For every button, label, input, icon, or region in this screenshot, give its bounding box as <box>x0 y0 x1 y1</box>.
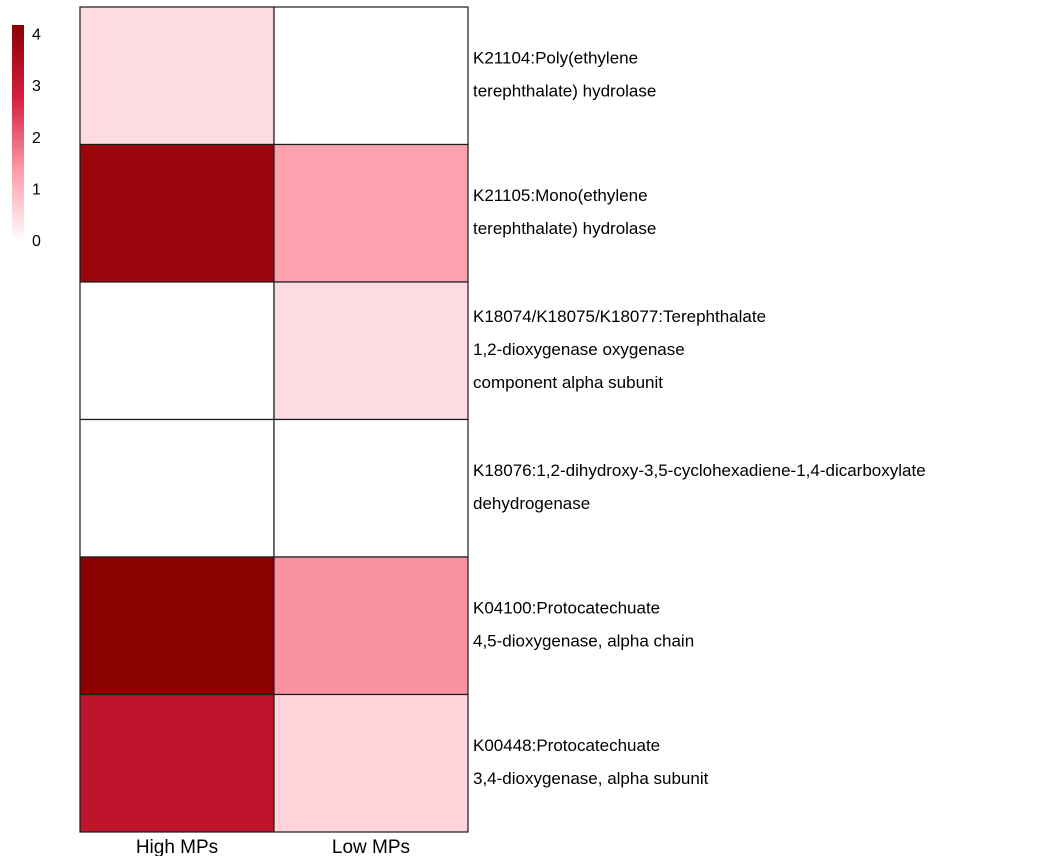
row-label-3-line-1: K18074/K18075/K18077:Terephthalate <box>473 307 766 326</box>
row-label-4-line-1: K18076:1,2-dihydroxy-3,5-cyclohexadiene-… <box>473 461 926 480</box>
heatmap-cell-r1-c2 <box>273 6 469 146</box>
row-label-2-line-1: K21105:Mono(ethylene <box>473 186 648 205</box>
row-label-3-line-2: 1,2-dioxygenase oxygenase <box>473 340 685 359</box>
column-labels: High MPs Low MPs <box>136 837 410 856</box>
heatmap-cell-r5-c1 <box>79 556 275 696</box>
row-label-1-line-1: K21104:Poly(ethylene <box>473 49 638 68</box>
row-label-5-line-2: 4,5-dioxygenase, alpha chain <box>473 632 694 651</box>
legend-colorbar <box>12 25 24 242</box>
column-label-1: High MPs <box>136 837 218 856</box>
row-label-5-line-1: K04100:Protocatechuate <box>473 599 660 618</box>
row-label-1-line-2: terephthalate) hydrolase <box>473 82 656 101</box>
heatmap-cell-r3-c1 <box>79 281 275 421</box>
heatmap-cell-r4-c1 <box>79 418 275 558</box>
heatmap-cell-r4-c2 <box>273 418 469 558</box>
heatmap-cell-r6-c1 <box>79 693 275 833</box>
row-label-6-line-2: 3,4-dioxygenase, alpha subunit <box>473 769 709 788</box>
heatmap-cell-r5-c2 <box>273 556 469 696</box>
column-label-2: Low MPs <box>332 837 410 856</box>
row-label-6-line-1: K00448:Protocatechuate <box>473 736 660 755</box>
row-label-3-line-3: component alpha subunit <box>473 373 663 392</box>
legend-tick-1: 1 <box>32 182 41 199</box>
heatmap-cell-r2-c2 <box>273 143 469 283</box>
row-label-2-line-2: terephthalate) hydrolase <box>473 219 656 238</box>
heatmap-cell-r6-c2 <box>273 693 469 833</box>
row-label-4-line-2: dehydrogenase <box>473 494 590 513</box>
heatmap-cell-r3-c2 <box>273 281 469 421</box>
color-legend: 0 1 2 3 4 <box>12 25 41 250</box>
row-labels: K21104:Poly(ethylene terephthalate) hydro… <box>473 49 926 789</box>
legend-tick-2: 2 <box>32 130 41 147</box>
legend-tick-3: 3 <box>32 78 41 95</box>
legend-tick-4: 4 <box>32 27 41 44</box>
legend-tick-0: 0 <box>32 233 41 250</box>
heatmap-cell-r1-c1 <box>79 6 275 146</box>
heatmap-cell-r2-c1 <box>79 143 275 283</box>
heatmap-grid <box>79 6 469 833</box>
